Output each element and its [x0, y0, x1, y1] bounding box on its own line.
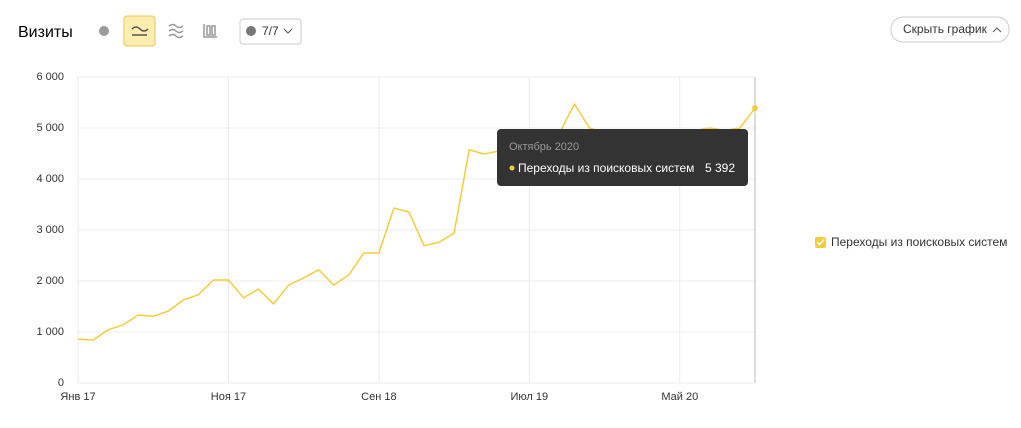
chevron-up: [992, 27, 1002, 33]
line-icon: [131, 26, 149, 36]
y-tick-label: 0: [58, 377, 64, 389]
y-tick-label: 5 000: [36, 122, 64, 134]
tooltip-dot: [509, 165, 515, 171]
page-title: Визиты: [18, 24, 73, 41]
y-tick-label: 6 000: [36, 71, 64, 83]
x-tick-label: Сен 18: [361, 391, 396, 403]
y-tick-label: 1 000: [36, 326, 64, 338]
series-counter: 7/7: [262, 24, 279, 38]
hide-chart-label: Скрыть график: [903, 22, 988, 36]
area-icon[interactable]: [168, 23, 184, 39]
x-tick-label: Июл 19: [511, 391, 549, 403]
tooltip: [497, 129, 748, 186]
series-dropdown[interactable]: [239, 18, 302, 45]
x-tick-label: Ноя 17: [211, 391, 246, 403]
tooltip-series: Переходы из поисковых систем: [518, 161, 694, 175]
tooltip-title: Октябрь 2020: [509, 141, 579, 153]
y-tick-label: 4 000: [36, 173, 64, 185]
line-button[interactable]: [123, 15, 156, 47]
hover-point: [752, 105, 758, 112]
comment-icon: [246, 26, 256, 36]
chart-type-switch[interactable]: [99, 15, 217, 47]
x-tick-label: Май 20: [661, 391, 698, 403]
x-tick-label: Янв 17: [60, 391, 95, 403]
check: [816, 238, 825, 246]
legend-label[interactable]: Переходы из поисковых систем: [831, 235, 1007, 249]
chevron: [283, 28, 293, 34]
bar-icon[interactable]: [203, 24, 217, 38]
y-tick-label: 3 000: [36, 224, 64, 236]
y-tick-label: 2 000: [36, 275, 64, 287]
pie-icon[interactable]: [99, 26, 109, 36]
hide-chart-button[interactable]: [890, 16, 1010, 43]
tooltip-value: 5 392: [705, 161, 735, 175]
